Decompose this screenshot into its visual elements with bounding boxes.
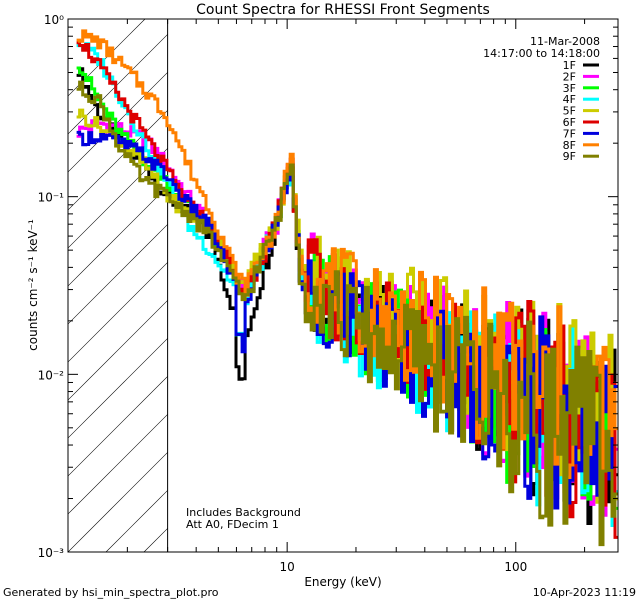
footer-generated-by: Generated by hsi_min_spectra_plot.pro: [3, 586, 219, 599]
y-axis-label: counts cm⁻² s⁻¹ keV⁻¹: [26, 219, 40, 351]
legend-label-4F: 4F: [563, 93, 576, 106]
x-tick-10: 10: [280, 560, 295, 574]
time-range-label: 14:17:00 to 14:18:00: [483, 47, 600, 60]
legend-label-7F: 7F: [563, 127, 576, 140]
series-9F-line: [76, 80, 618, 547]
hatch-line: [68, 375, 168, 477]
x-tick-100: 100: [504, 560, 527, 574]
legend-label-2F: 2F: [563, 70, 576, 83]
y-tick-1e0: 10⁰: [44, 13, 64, 27]
x-axis-label: Energy (keV): [304, 575, 381, 589]
hatch-line: [68, 413, 168, 515]
axis-ticks: [68, 18, 618, 553]
annotation-background: Includes Background: [186, 506, 301, 519]
legend-label-3F: 3F: [563, 82, 576, 95]
annotation-attenuator: Att A0, FDecim 1: [186, 518, 279, 531]
legend-label-6F: 6F: [563, 116, 576, 129]
hatch-line: [68, 451, 168, 552]
hatch-line: [68, 71, 168, 173]
legend-label-5F: 5F: [563, 105, 576, 118]
hatch-line: [68, 223, 168, 325]
chart-title: Count Spectra for RHESSI Front Segments: [196, 2, 490, 18]
y-tick-1e-2: 10⁻²: [38, 368, 65, 382]
legend-label-8F: 8F: [563, 139, 576, 152]
hatch-line: [68, 33, 168, 135]
plot-frame: [67, 18, 619, 553]
legend-label-1F: 1F: [563, 59, 576, 72]
legend-label-9F: 9F: [563, 150, 576, 163]
footer-timestamp: 10-Apr-2023 11:19: [533, 586, 636, 599]
y-tick-1e-3: 10⁻³: [38, 546, 65, 560]
y-tick-1e-1: 10⁻¹: [38, 191, 65, 205]
hatch-line: [68, 261, 168, 363]
series-layer: [76, 29, 618, 547]
date-label: 11-Mar-2008: [530, 35, 600, 48]
